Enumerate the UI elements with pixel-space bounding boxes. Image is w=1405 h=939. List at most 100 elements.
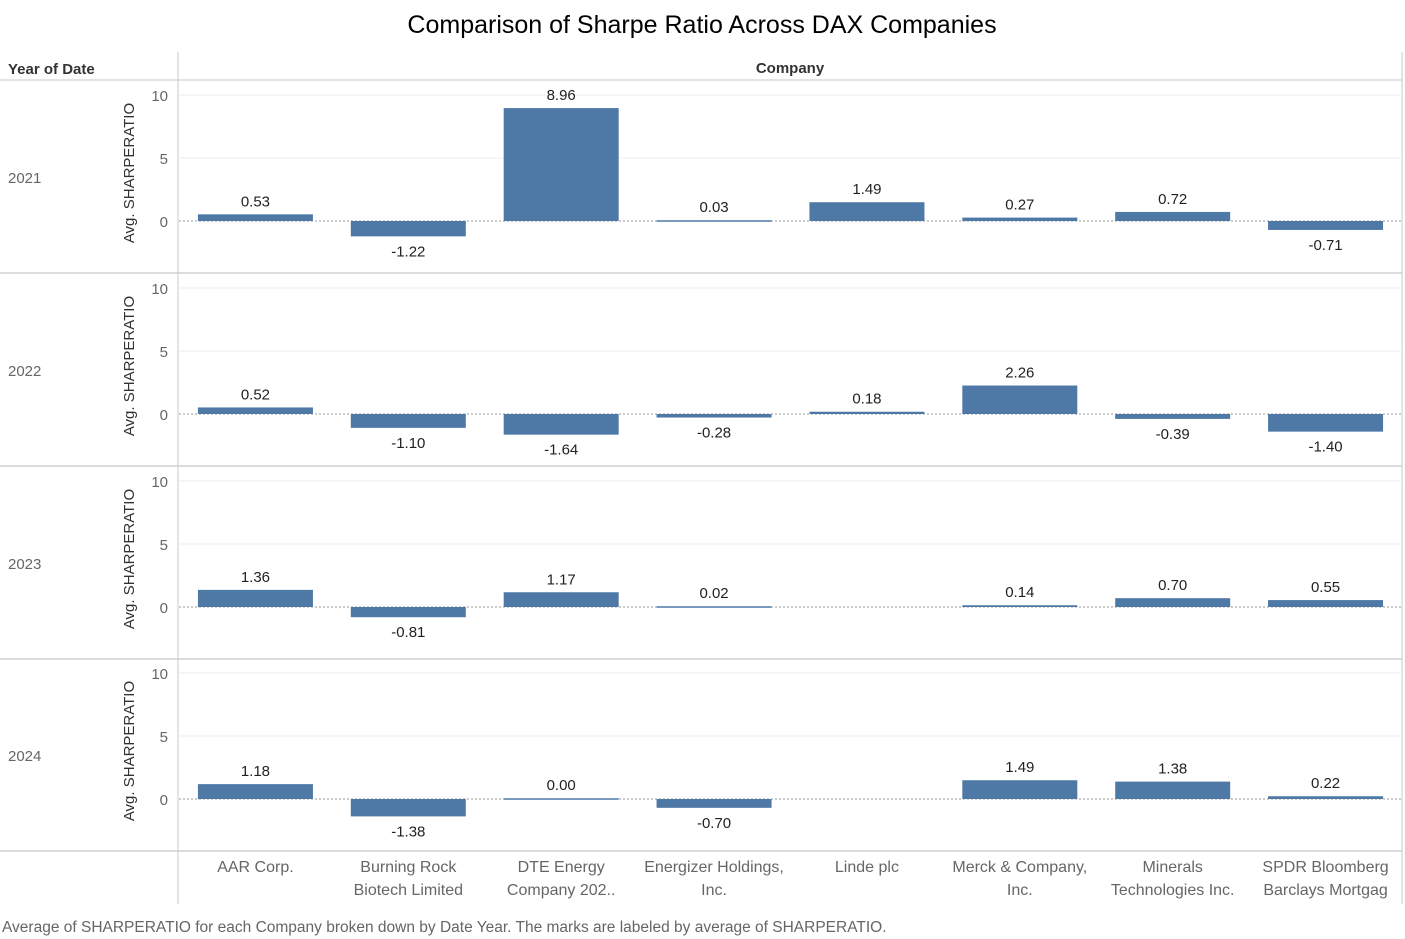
bar-2021-2	[503, 108, 619, 221]
data-label-2021-7: -0.71	[1308, 237, 1342, 254]
data-label-2022-0: 0.52	[241, 386, 270, 403]
y-tick-label-2024-5: 5	[160, 729, 168, 746]
bar-2022-4	[809, 411, 925, 414]
category-label-3-1: Inc.	[701, 882, 727, 899]
y-tick-label-2022-10: 10	[151, 281, 168, 298]
bar-2023-3	[656, 606, 772, 608]
y-tick-label-2021-0: 0	[160, 214, 168, 231]
y-axis-title-2021: Avg. SHARPERATIO	[121, 103, 138, 243]
category-label-6-1: Technologies Inc.	[1111, 882, 1235, 899]
data-label-2022-3: -0.28	[697, 425, 731, 442]
data-label-2022-1: -1.10	[391, 435, 425, 452]
y-axis-title-2023: Avg. SHARPERATIO	[121, 489, 138, 629]
chart-caption: Average of SHARPERATIO for each Company …	[2, 919, 887, 936]
column-header-label: Company	[756, 60, 825, 77]
data-label-2022-2: -1.64	[544, 442, 578, 459]
category-label-1-1: Biotech Limited	[354, 882, 463, 899]
bar-2021-4	[809, 202, 925, 221]
y-tick-label-2023-0: 0	[160, 600, 168, 617]
data-label-2023-6: 0.70	[1158, 577, 1187, 594]
y-tick-label-2022-0: 0	[160, 407, 168, 424]
data-label-2024-7: 0.22	[1311, 775, 1340, 792]
chart-title: Comparison of Sharpe Ratio Across DAX Co…	[407, 11, 996, 39]
bar-2023-1	[350, 607, 466, 618]
bar-2024-5	[962, 780, 1078, 799]
bar-2022-7	[1268, 414, 1384, 432]
data-label-2021-3: 0.03	[699, 199, 728, 216]
bar-2021-6	[1115, 211, 1231, 221]
data-label-2023-0: 1.36	[241, 569, 270, 586]
data-label-2024-3: -0.70	[697, 815, 731, 832]
data-label-2024-5: 1.49	[1005, 759, 1034, 776]
bar-2023-7	[1268, 600, 1384, 607]
y-tick-label-2024-10: 10	[151, 666, 168, 683]
data-label-2022-7: -1.40	[1308, 439, 1342, 456]
data-label-2023-5: 0.14	[1005, 584, 1034, 601]
data-label-2021-5: 0.27	[1005, 197, 1034, 214]
bar-2024-1	[350, 799, 466, 817]
y-tick-label-2024-0: 0	[160, 792, 168, 809]
category-label-0-0: AAR Corp.	[217, 859, 293, 876]
category-label-2-0: DTE Energy	[518, 859, 605, 876]
y-tick-label-2021-10: 10	[151, 88, 168, 105]
data-label-2021-4: 1.49	[852, 181, 881, 198]
y-tick-label-2023-10: 10	[151, 474, 168, 491]
category-label-1-0: Burning Rock	[360, 859, 457, 876]
y-tick-label-2021-5: 5	[160, 151, 168, 168]
y-tick-label-2022-5: 5	[160, 344, 168, 361]
data-label-2022-4: 0.18	[852, 391, 881, 408]
year-label-2022: 2022	[8, 363, 41, 380]
category-label-6-0: Minerals	[1142, 859, 1202, 876]
data-label-2021-0: 0.53	[241, 193, 270, 210]
data-label-2024-2: 0.00	[547, 777, 576, 794]
data-label-2021-2: 8.96	[547, 87, 576, 104]
bar-2023-0	[197, 589, 313, 607]
bar-2023-6	[1115, 598, 1231, 607]
bar-2024-7	[1268, 796, 1384, 799]
bar-2023-2	[503, 592, 619, 607]
bar-2022-1	[350, 414, 466, 428]
bar-2022-0	[197, 407, 313, 414]
bar-2021-1	[350, 221, 466, 237]
bar-2024-0	[197, 784, 313, 799]
year-label-2021: 2021	[8, 170, 41, 187]
data-label-2021-1: -1.22	[391, 243, 425, 260]
row-header-label: Year of Date	[8, 61, 95, 78]
bar-2021-5	[962, 217, 1078, 221]
bar-2022-5	[962, 385, 1078, 414]
bar-2022-6	[1115, 414, 1231, 419]
year-label-2023: 2023	[8, 556, 41, 573]
category-label-5-1: Inc.	[1007, 882, 1033, 899]
data-label-2021-6: 0.72	[1158, 191, 1187, 208]
data-label-2023-1: -0.81	[391, 624, 425, 641]
category-label-7-0: SPDR Bloomberg	[1262, 859, 1388, 876]
data-label-2023-3: 0.02	[699, 585, 728, 602]
bar-2024-6	[1115, 781, 1231, 799]
category-label-3-0: Energizer Holdings,	[644, 859, 784, 876]
data-label-2022-5: 2.26	[1005, 365, 1034, 382]
bar-2024-3	[656, 799, 772, 808]
bar-2021-7	[1268, 221, 1384, 230]
bar-2021-3	[656, 220, 772, 222]
category-label-4-0: Linde plc	[835, 859, 899, 876]
data-label-2024-6: 1.38	[1158, 761, 1187, 778]
data-label-2023-7: 0.55	[1311, 579, 1340, 596]
data-label-2024-1: -1.38	[391, 823, 425, 840]
y-axis-title-2022: Avg. SHARPERATIO	[121, 296, 138, 436]
y-axis-title-2024: Avg. SHARPERATIO	[121, 681, 138, 821]
data-label-2022-6: -0.39	[1156, 426, 1190, 443]
y-tick-label-2023-5: 5	[160, 537, 168, 554]
category-label-7-1: Barclays Mortgag	[1263, 882, 1388, 899]
bar-2022-3	[656, 414, 772, 418]
data-label-2023-2: 1.17	[547, 571, 576, 588]
bar-2022-2	[503, 414, 619, 435]
bar-2021-0	[197, 214, 313, 221]
bar-2023-5	[962, 605, 1078, 607]
year-label-2024: 2024	[8, 748, 41, 765]
category-label-2-1: Company 202..	[507, 882, 616, 899]
data-label-2024-0: 1.18	[241, 763, 270, 780]
bar-2024-2	[503, 798, 619, 800]
category-label-5-0: Merck & Company,	[952, 859, 1087, 876]
